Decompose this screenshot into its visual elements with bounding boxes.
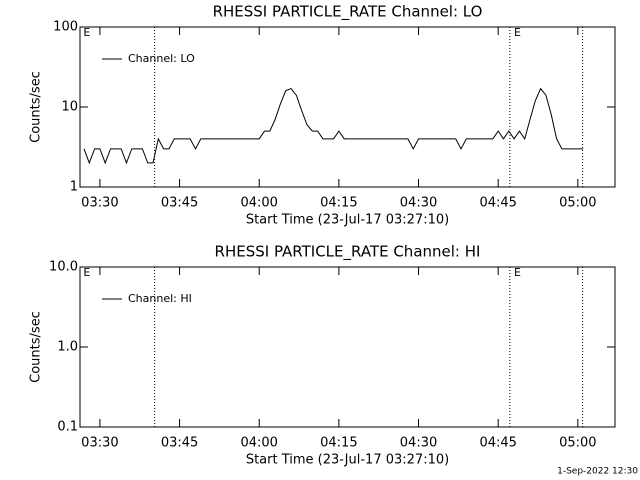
x-tick-label: 03:30 xyxy=(81,196,118,211)
y-tick-label: 10.0 xyxy=(49,260,78,275)
x-tick-label: 05:00 xyxy=(559,196,596,211)
event-label: E xyxy=(514,26,521,39)
x-tick-label: 03:45 xyxy=(161,196,198,211)
y-tick-label: 1.0 xyxy=(57,340,78,355)
y-tick-label: 0.1 xyxy=(57,420,78,435)
legend-label: Channel: LO xyxy=(128,52,195,65)
x-tick-label: 04:15 xyxy=(320,436,357,451)
x-tick-label: 04:45 xyxy=(479,436,516,451)
plot-frame xyxy=(79,26,616,188)
plot-frame xyxy=(79,266,616,428)
y-tick-label: 10 xyxy=(61,100,78,115)
event-label: E xyxy=(83,266,90,279)
x-tick-label: 03:45 xyxy=(161,436,198,451)
event-label: E xyxy=(514,266,521,279)
x-tick-label: 04:45 xyxy=(479,196,516,211)
x-tick-label: 03:30 xyxy=(81,436,118,451)
chart-title: RHESSI PARTICLE_RATE Channel: LO xyxy=(213,3,483,22)
x-axis-label: Start Time (23-Jul-17 03:27:10) xyxy=(246,453,449,468)
x-tick-label: 04:30 xyxy=(400,196,437,211)
timestamp: 1-Sep-2022 12:30 xyxy=(557,467,638,477)
x-tick-label: 04:15 xyxy=(320,196,357,211)
event-label: E xyxy=(83,26,90,39)
legend-label: Channel: HI xyxy=(128,292,192,305)
y-tick-label: 1 xyxy=(70,180,78,195)
data-line xyxy=(83,87,584,165)
x-axis-label: Start Time (23-Jul-17 03:27:10) xyxy=(246,213,449,228)
y-axis-label: Counts/sec xyxy=(29,311,44,383)
x-tick-label: 04:00 xyxy=(240,436,277,451)
x-tick-label: 04:00 xyxy=(240,196,277,211)
chart-title: RHESSI PARTICLE_RATE Channel: HI xyxy=(215,243,481,262)
y-tick-label: 100 xyxy=(53,20,78,35)
x-tick-label: 04:30 xyxy=(400,436,437,451)
y-axis-label: Counts/sec xyxy=(29,71,44,143)
x-tick-label: 05:00 xyxy=(559,436,596,451)
